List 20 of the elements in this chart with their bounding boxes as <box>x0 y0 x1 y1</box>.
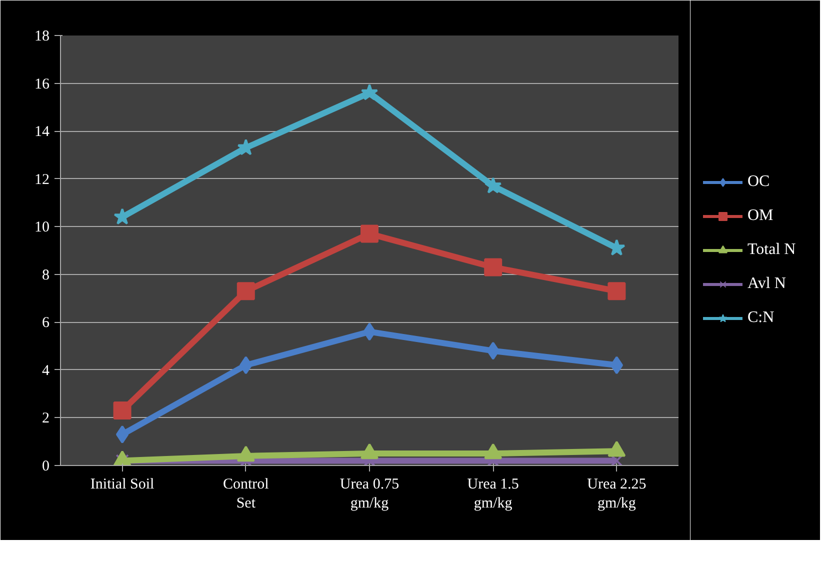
y-tick-label: 14 <box>34 124 50 140</box>
y-tick-label: 4 <box>42 362 50 379</box>
y-tick-label: 0 <box>42 458 50 474</box>
y-tick-label: 10 <box>34 220 50 236</box>
x-tick-label: Urea 2.25 gm/kg <box>587 476 646 512</box>
y-tick-label: 2 <box>42 410 50 427</box>
x-tick-label: Control Set <box>222 476 269 512</box>
legend-label: Total N <box>748 241 797 259</box>
legend-label: C:N <box>748 309 776 327</box>
x-tick-label: Initial Soil <box>90 476 154 492</box>
y-tick-label: 8 <box>42 267 50 284</box>
x-tick-label: Urea 0.75 gm/kg <box>340 476 400 512</box>
legend-label: Avl N <box>748 275 787 293</box>
y-tick-label: 16 <box>34 76 50 92</box>
x-tick-label: Urea 1.5 gm/kg <box>467 476 519 512</box>
y-tick-label: 6 <box>42 315 50 332</box>
y-tick-label: 12 <box>34 172 50 188</box>
y-tick-label: 18 <box>34 28 50 44</box>
legend-label: OC <box>748 173 771 191</box>
legend-label: OM <box>748 207 774 225</box>
